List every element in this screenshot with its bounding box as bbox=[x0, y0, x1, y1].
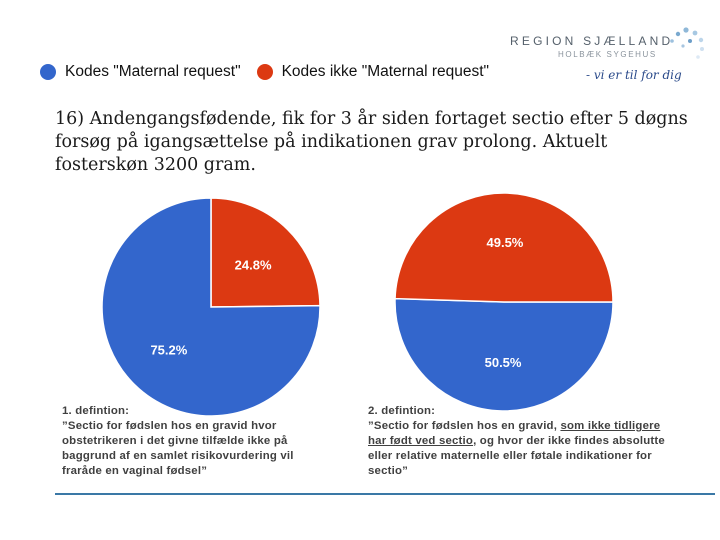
pie-chart-1: 24.8% 75.2% bbox=[101, 197, 321, 417]
legend-item-not-maternal-request: Kodes ikke "Maternal request" bbox=[256, 63, 490, 81]
definition-1-title: 1. defintion: bbox=[62, 405, 130, 417]
pie-slice-maternal-request bbox=[394, 297, 614, 412]
definition-2-text-underlined: som ikke tidligere har født ved sectio bbox=[368, 420, 661, 447]
definition-2-text-a: ”Sectio for fødslen hos en gravid, bbox=[368, 420, 561, 432]
logo-tagline: - vi er til for dig bbox=[586, 68, 682, 82]
definition-2-title: 2. defintion: bbox=[368, 405, 436, 417]
pie-data-label: 49.5% bbox=[487, 235, 524, 250]
pie-data-label: 50.5% bbox=[485, 355, 522, 370]
legend-label: Kodes ikke "Maternal request" bbox=[281, 63, 490, 80]
definition-1: 1. defintion: ”Sectio for fødslen hos en… bbox=[62, 404, 332, 479]
pie-slice-maternal-request bbox=[101, 197, 321, 417]
definition-1-text: ”Sectio for fødslen hos en gravid hvor o… bbox=[62, 420, 294, 477]
pie-chart-2: 50.5% 49.5% bbox=[394, 192, 614, 412]
chart-legend: Kodes "Maternal request" Kodes ikke "Mat… bbox=[40, 60, 505, 84]
pie-slice-not-maternal-request bbox=[394, 192, 614, 303]
logo: REGION SJÆLLAND HOLBÆK SYGEHUS - vi er t… bbox=[508, 27, 708, 88]
legend-item-maternal-request: Kodes "Maternal request" bbox=[40, 63, 241, 81]
definition-2-text: ”Sectio for fødslen hos en gravid, som i… bbox=[368, 419, 668, 479]
pie-data-label: 75.2% bbox=[150, 343, 187, 358]
pie-slice-not-maternal-request bbox=[210, 197, 321, 308]
logo-dots-icon bbox=[670, 27, 704, 59]
legend-swatch-blue bbox=[40, 64, 56, 80]
definition-2-text-b: , og hvor der ikke findes absolutte elle… bbox=[368, 435, 665, 477]
legend-label: Kodes "Maternal request" bbox=[65, 63, 241, 80]
bottom-divider bbox=[55, 493, 715, 495]
logo-subtitle: HOLBÆK SYGEHUS bbox=[558, 50, 657, 59]
definition-2: 2. defintion: ”Sectio for fødslen hos en… bbox=[368, 404, 668, 479]
pie-data-label: 24.8% bbox=[235, 257, 272, 272]
legend-swatch-red bbox=[256, 64, 273, 80]
logo-name: REGION SJÆLLAND bbox=[510, 34, 674, 48]
question-text: 16) Andengangsfødende, fik for 3 år side… bbox=[55, 109, 688, 175]
